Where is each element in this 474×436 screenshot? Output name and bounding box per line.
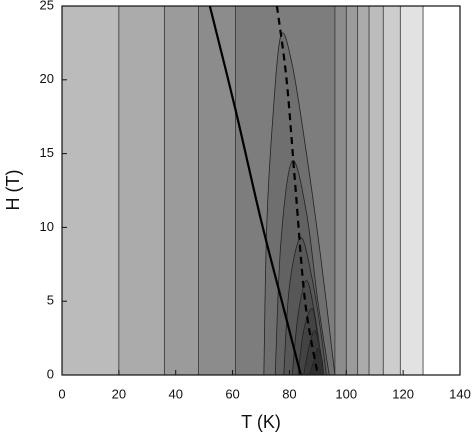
x-tick-label: 40 <box>168 386 182 401</box>
x-tick-label: 60 <box>225 386 239 401</box>
contour-band <box>369 6 384 375</box>
contour-dome <box>308 348 324 375</box>
x-tick-label: 120 <box>392 386 414 401</box>
contour-band <box>118 6 165 375</box>
contour-band <box>383 6 401 375</box>
contour-band <box>334 6 347 375</box>
x-tick-label: 100 <box>335 386 357 401</box>
contour-band <box>423 6 460 375</box>
x-tick-label: 0 <box>58 386 65 401</box>
contour-band <box>198 6 236 375</box>
x-axis-title: T (K) <box>241 412 281 432</box>
y-tick-label: 15 <box>40 145 54 160</box>
y-tick-label: 0 <box>47 366 54 381</box>
y-tick-label: 5 <box>47 293 54 308</box>
contour-band <box>164 6 199 375</box>
plot-area <box>62 6 460 375</box>
x-tick-label: 80 <box>282 386 296 401</box>
x-tick-label: 140 <box>449 386 471 401</box>
y-axis-title: H (T) <box>3 170 23 211</box>
contour-band <box>357 6 370 375</box>
x-tick-label: 20 <box>112 386 126 401</box>
contour-band <box>400 6 424 375</box>
y-tick-label: 25 <box>40 0 54 12</box>
dashed-line <box>275 6 319 375</box>
y-tick-label: 10 <box>40 219 54 234</box>
contour-band <box>346 6 358 375</box>
solid-line <box>208 6 302 375</box>
y-tick-label: 20 <box>40 71 54 86</box>
contour-band <box>62 6 119 375</box>
plot-frame <box>61 5 461 376</box>
